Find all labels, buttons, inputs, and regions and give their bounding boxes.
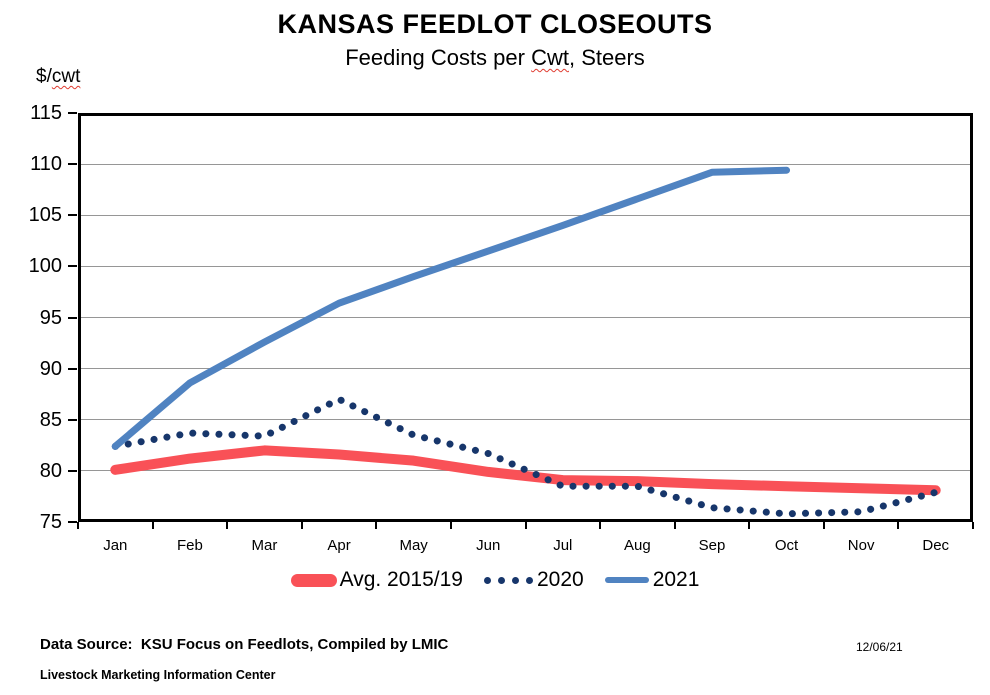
legend-item-avg: Avg. 2015/19	[290, 568, 463, 592]
x-axis-tick	[897, 522, 900, 529]
y-unit-prefix: $/	[36, 66, 52, 87]
x-axis-label-may: May	[399, 537, 428, 554]
organization-note: Livestock Marketing Information Center	[40, 668, 276, 682]
plot-area	[78, 113, 973, 522]
x-axis-label-dec: Dec	[922, 537, 950, 554]
y-axis-tick	[68, 265, 77, 268]
y-axis-label-85: 85	[39, 408, 62, 431]
gridline-105	[78, 214, 973, 216]
legend-swatch-2020	[483, 576, 533, 584]
y-axis-label-105: 105	[28, 204, 62, 227]
y-axis-label-90: 90	[39, 357, 62, 380]
y-axis-label-115: 115	[30, 102, 62, 124]
x-axis-label-nov: Nov	[847, 537, 875, 554]
x-axis-label-oct: Oct	[774, 537, 799, 554]
x-axis-tick	[77, 522, 79, 529]
x-axis-label-jan: Jan	[103, 537, 128, 554]
x-axis-tick	[226, 522, 229, 529]
legend-swatch-avg	[290, 573, 337, 587]
y-axis-unit-label: $/cwt	[36, 66, 80, 88]
x-axis-label-mar: Mar	[251, 537, 278, 554]
y-axis-label-95: 95	[39, 306, 62, 329]
x-axis-tick	[449, 522, 452, 529]
x-axis-tick	[151, 522, 154, 529]
gridline-85	[78, 419, 973, 421]
legend-item-2021: 2021	[604, 568, 700, 592]
y-axis-tick	[68, 469, 77, 472]
x-axis-tick	[972, 522, 974, 529]
y-axis-tick	[68, 418, 77, 421]
x-axis-tick	[673, 522, 676, 529]
y-axis-tick	[68, 316, 77, 319]
y-axis-tick	[68, 521, 77, 523]
gridline-100	[78, 265, 973, 267]
y-axis-label-75: 75	[39, 511, 62, 533]
series-plot	[110, 166, 941, 518]
legend-swatch-2021	[604, 577, 649, 583]
y-axis-label-80: 80	[39, 459, 62, 482]
gridline-90	[78, 368, 973, 370]
x-axis-label-jul: Jul	[553, 537, 573, 554]
chart-subtitle: Feeding Costs per Cwt, Steers	[0, 45, 990, 71]
gridline-110	[78, 163, 973, 165]
x-axis-tick	[524, 522, 527, 529]
x-axis-label-jun: Jun	[476, 537, 501, 554]
x-axis-tick	[300, 522, 303, 529]
legend-item-2020: 2020	[483, 568, 584, 592]
series-line-2021	[111, 166, 791, 450]
y-axis-label-110: 110	[30, 153, 62, 176]
subtitle-text-suffix: , Steers	[568, 45, 645, 70]
x-axis-tick	[599, 522, 602, 529]
plot-border	[78, 113, 973, 522]
y-unit-wavy-word: cwt	[51, 66, 81, 87]
x-axis-tick	[375, 522, 378, 529]
x-axis-label-sep: Sep	[698, 537, 726, 554]
y-axis-tick	[68, 163, 77, 166]
series-line-avg-2015-19	[110, 445, 941, 496]
chart-title: KANSAS FEEDLOT CLOSEOUTS	[277, 9, 713, 39]
legend-label-2020: 2020	[536, 568, 584, 591]
y-axis-tick	[68, 214, 77, 217]
subtitle-wavy-word: Cwt	[531, 45, 569, 70]
legend-label-2021: 2021	[652, 568, 700, 591]
x-axis-label-feb: Feb	[176, 537, 203, 554]
gridline-95	[78, 317, 973, 318]
x-axis-label-aug: Aug	[624, 537, 651, 554]
x-axis-tick	[748, 522, 751, 529]
subtitle-text: Feeding Costs per	[345, 45, 532, 70]
date-stamp: 12/06/21	[856, 640, 903, 654]
legend-label-avg: Avg. 2015/19	[339, 568, 463, 591]
x-axis-tick	[822, 522, 825, 529]
series-line-2020	[111, 395, 940, 518]
y-axis-label-100: 100	[28, 255, 62, 278]
y-axis-tick	[68, 112, 77, 114]
y-axis-tick	[68, 367, 77, 370]
legend: Avg. 2015/19 2020 2021	[0, 563, 990, 597]
data-source-note: Data Source: KSU Focus on Feedlots, Comp…	[40, 636, 449, 653]
x-axis-label-apr: Apr	[327, 537, 351, 554]
